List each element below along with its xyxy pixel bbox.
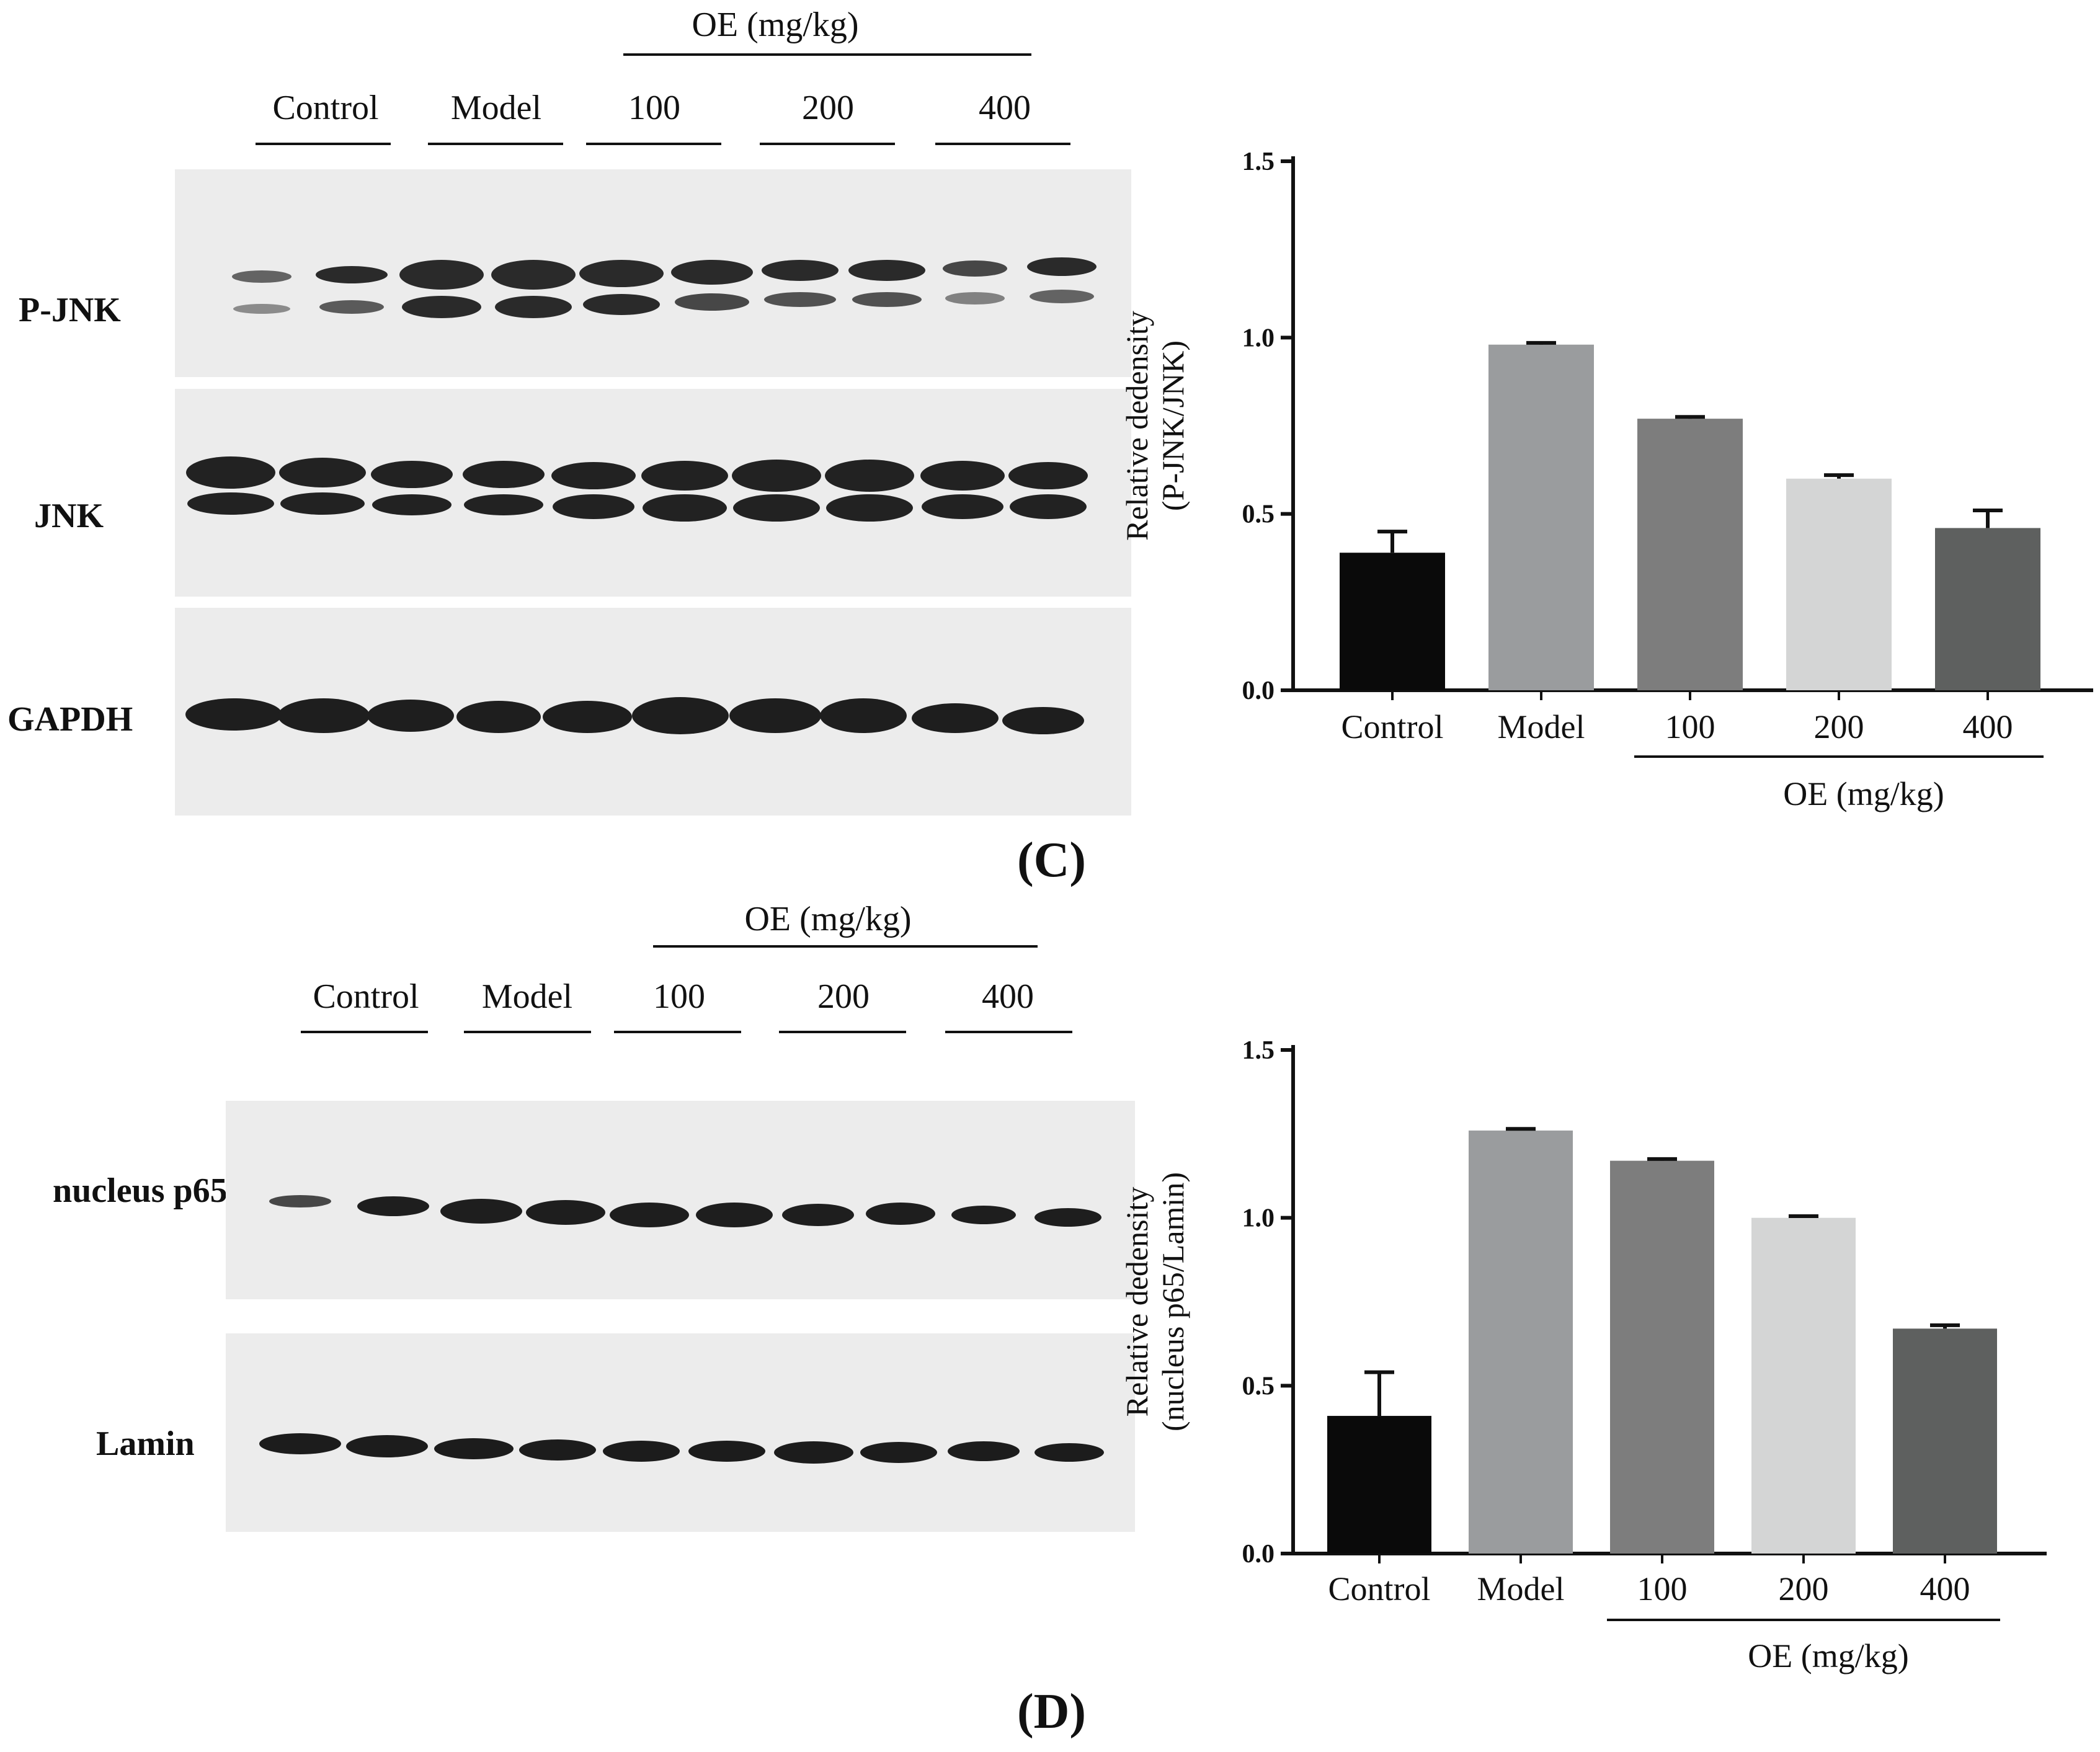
lane-header-100: 100 (628, 89, 680, 127)
blot-strip-nucleus-p65 (226, 1101, 1135, 1299)
y-tick-label: 1.5 (1242, 1036, 1275, 1065)
lane-underline (779, 1031, 906, 1033)
y-tick-label: 0.5 (1242, 1372, 1275, 1400)
bar-chart-c: 0.0 0.5 1.0 1.5 Control Model 100 200 400 OE (mg/… (1119, 148, 2093, 812)
lane-underline (945, 1031, 1072, 1033)
bar-200 (1751, 1217, 1856, 1554)
lane-underline (464, 1031, 591, 1033)
blot-strip-gapdh (175, 608, 1131, 816)
y-axis-label-unit: (nucleus p65/Lamin) (1155, 1172, 1190, 1431)
x-group-label: OE (mg/kg) (1748, 1637, 1908, 1674)
bar-200 (1786, 478, 1892, 690)
protein-label-lamin: Lamin (96, 1425, 195, 1463)
lane-underline (301, 1031, 428, 1033)
oe-group-underline (653, 945, 1038, 948)
lane-underline (760, 143, 895, 145)
x-tick-label: Control (1328, 1570, 1430, 1607)
y-tick-label: 0.5 (1242, 500, 1275, 529)
x-tick-label: 400 (1963, 708, 2013, 745)
x-tick-label: 200 (1779, 1570, 1829, 1607)
bar-model (1488, 344, 1594, 690)
x-group-label: OE (mg/kg) (1783, 775, 1944, 812)
panel-label-c: (C) (1017, 833, 1087, 887)
lane-header-400: 400 (979, 89, 1031, 127)
x-tick-label: Model (1498, 708, 1585, 745)
blot-strip-lamin (226, 1333, 1135, 1532)
bar-model (1469, 1130, 1573, 1554)
lane-header-control: Control (313, 977, 419, 1016)
x-tick-label: 100 (1637, 1570, 1688, 1607)
protein-label-p-jnk: P-JNK (19, 291, 121, 329)
lane-header-400: 400 (982, 977, 1034, 1016)
bar-100 (1637, 419, 1743, 690)
x-tick-label: Control (1341, 708, 1443, 745)
lane-header-control: Control (272, 89, 379, 127)
protein-label-gapdh: GAPDH (7, 700, 133, 739)
oe-group-label: OE (mg/kg) (692, 6, 859, 44)
bar-400 (1893, 1328, 1997, 1554)
y-tick-label: 1.5 (1242, 148, 1275, 176)
y-axis-label-unit: (P-JNK/JNK) (1155, 340, 1190, 511)
x-tick-label: 200 (1814, 708, 1864, 745)
x-tick-label: 100 (1665, 708, 1715, 745)
lane-underline (586, 143, 721, 145)
lane-header-100: 100 (653, 977, 705, 1016)
lane-header-200: 200 (802, 89, 854, 127)
lane-header-model: Model (481, 977, 573, 1016)
oe-group-underline (623, 53, 1031, 56)
y-axis-label: Relative dedensity (1119, 311, 1154, 541)
x-tick-label: 400 (1920, 1570, 1970, 1607)
blot-strip-jnk (175, 389, 1131, 597)
bar-100 (1610, 1160, 1714, 1554)
lane-underline (428, 143, 563, 145)
y-tick-label: 1.0 (1242, 1204, 1275, 1233)
bar-400 (1935, 528, 2040, 690)
lane-underline (256, 143, 391, 145)
y-tick-label: 0.0 (1242, 677, 1275, 705)
bar-chart-d: 0.0 0.5 1.0 1.5 Control Model 100 200 400 OE (mg/… (1119, 1036, 2047, 1674)
lane-underline (935, 143, 1070, 145)
bar-control (1327, 1416, 1431, 1554)
bar-control (1340, 553, 1445, 690)
blot-strip-p-jnk (175, 169, 1131, 377)
panel-label-d: (D) (1017, 1684, 1087, 1739)
lane-underline (614, 1031, 741, 1033)
oe-group-label: OE (mg/kg) (744, 900, 912, 938)
protein-label-jnk: JNK (34, 497, 104, 535)
y-tick-label: 1.0 (1242, 324, 1275, 352)
lane-header-200: 200 (817, 977, 870, 1016)
protein-label-nucleus-p65: nucleus p65 (53, 1172, 228, 1210)
lane-header-model: Model (450, 89, 542, 127)
y-tick-label: 0.0 (1242, 1540, 1275, 1568)
y-axis-label: Relative dedensity (1119, 1187, 1154, 1417)
x-tick-label: Model (1477, 1570, 1565, 1607)
